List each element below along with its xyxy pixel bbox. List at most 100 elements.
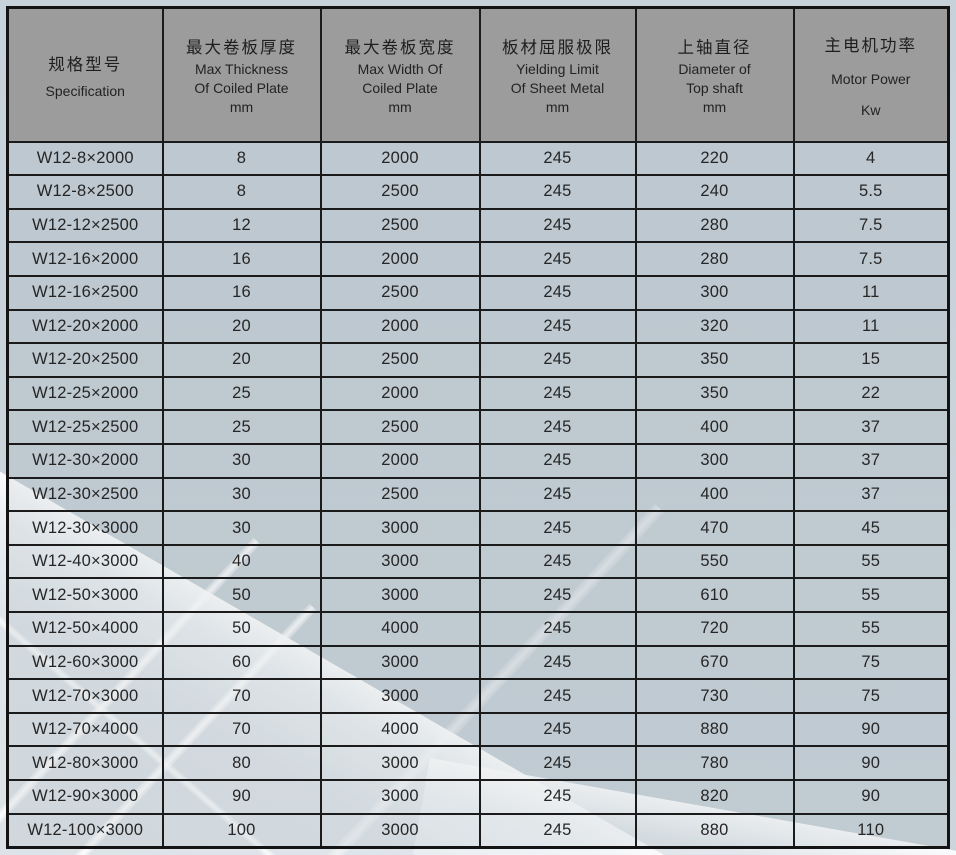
header-label-zh: 最大卷板宽度 [344, 39, 456, 58]
value-cell: 90 [161, 779, 322, 815]
value-cell: 37 [792, 476, 950, 513]
header-label-en: Max Thickness [194, 61, 289, 78]
table-row: W12-30×2000 30 2000 245 300 37 [6, 442, 950, 479]
value-cell: 2000 [319, 308, 481, 345]
value-cell: 2500 [319, 174, 481, 210]
value-cell: 55 [792, 611, 950, 647]
value-cell: 245 [478, 543, 637, 580]
value-cell: 90 [792, 711, 950, 748]
header-label-zh: 规格型号 [48, 55, 123, 74]
value-cell: 20 [161, 342, 322, 378]
value-cell: 75 [792, 678, 950, 714]
table-row: W12-16×2000 16 2000 245 280 7.5 [6, 241, 950, 277]
header-label-en: Specification [45, 82, 125, 99]
model-cell: W12-25×2000 [6, 375, 164, 412]
model-cell: W12-50×4000 [6, 611, 164, 647]
value-cell: 11 [792, 308, 950, 345]
header-label-en: mm [388, 99, 412, 116]
value-cell: 820 [634, 779, 795, 815]
value-cell: 720 [634, 611, 795, 647]
model-cell: W12-25×2500 [6, 409, 164, 445]
value-cell: 245 [478, 476, 637, 513]
value-cell: 780 [634, 745, 795, 782]
value-cell: 50 [161, 611, 322, 647]
value-cell: 610 [634, 577, 795, 614]
value-cell: 15 [792, 342, 950, 378]
value-cell: 2500 [319, 476, 481, 513]
value-cell: 3000 [319, 543, 481, 580]
value-cell: 245 [478, 711, 637, 748]
value-cell: 3000 [319, 510, 481, 546]
model-cell: W12-30×3000 [6, 510, 164, 546]
model-cell: W12-90×3000 [6, 779, 164, 815]
value-cell: 320 [634, 308, 795, 345]
value-cell: 4 [792, 140, 950, 177]
value-cell: 3000 [319, 779, 481, 815]
value-cell: 30 [161, 476, 322, 513]
value-cell: 16 [161, 241, 322, 277]
column-header: 最大卷板宽度 Max Width Of Coiled Plate mm [319, 6, 481, 143]
value-cell: 8 [161, 174, 322, 210]
value-cell: 220 [634, 140, 795, 177]
table-row: W12-70×3000 70 3000 245 730 75 [6, 678, 950, 714]
value-cell: 110 [792, 812, 950, 849]
table-row: W12-50×4000 50 4000 245 720 55 [6, 611, 950, 647]
table-row: W12-12×2500 12 2500 245 280 7.5 [6, 207, 950, 244]
header-label-zh: 上轴直径 [677, 39, 752, 58]
value-cell: 240 [634, 174, 795, 210]
value-cell: 245 [478, 577, 637, 614]
value-cell: 245 [478, 174, 637, 210]
table-row: W12-60×3000 60 3000 245 670 75 [6, 644, 950, 681]
model-cell: W12-40×3000 [6, 543, 164, 580]
value-cell: 245 [478, 342, 637, 378]
value-cell: 400 [634, 409, 795, 445]
value-cell: 2000 [319, 241, 481, 277]
model-cell: W12-50×3000 [6, 577, 164, 614]
value-cell: 40 [161, 543, 322, 580]
header-label-zh: 主电机功率 [824, 36, 917, 55]
value-cell: 2500 [319, 342, 481, 378]
table-row: W12-20×2500 20 2500 245 350 15 [6, 342, 950, 378]
header-label-en: Max Width Of [357, 61, 443, 78]
value-cell: 3000 [319, 644, 481, 681]
model-cell: W12-60×3000 [6, 644, 164, 681]
model-cell: W12-16×2500 [6, 274, 164, 311]
column-header: 最大卷板厚度 Max Thickness Of Coiled Plate mm [161, 6, 322, 143]
value-cell: 37 [792, 442, 950, 479]
value-cell: 880 [634, 812, 795, 849]
header-row: 规格型号 Specification 最大卷板厚度 Max Thickness Of C… [6, 6, 950, 143]
value-cell: 20 [161, 308, 322, 345]
value-cell: 245 [478, 779, 637, 815]
table-body: W12-8×2000 8 2000 245 220 4 W12-8×2500 8 2500 245… [6, 140, 950, 849]
value-cell: 3000 [319, 678, 481, 714]
value-cell: 245 [478, 308, 637, 345]
table-row: W12-90×3000 90 3000 245 820 90 [6, 779, 950, 815]
table-row: W12-100×3000 100 3000 245 880 110 [6, 812, 950, 849]
value-cell: 245 [478, 274, 637, 311]
header-label-en: Diameter of [678, 61, 751, 78]
table-row: W12-40×3000 40 3000 245 550 55 [6, 543, 950, 580]
header-label-en: Of Sheet Metal [510, 80, 605, 97]
value-cell: 550 [634, 543, 795, 580]
header-label-en: Kw [861, 101, 881, 118]
value-cell: 50 [161, 577, 322, 614]
spec-table: 规格型号 Specification 最大卷板厚度 Max Thickness Of C… [6, 6, 950, 849]
table-row: W12-80×3000 80 3000 245 780 90 [6, 745, 950, 782]
header-label-en: Of Coiled Plate [194, 80, 289, 97]
value-cell: 90 [792, 745, 950, 782]
value-cell: 7.5 [792, 241, 950, 277]
value-cell: 60 [161, 644, 322, 681]
column-header: 规格型号 Specification [6, 6, 164, 143]
model-cell: W12-8×2500 [6, 174, 164, 210]
header-label-en: mm [545, 99, 570, 116]
model-cell: W12-70×3000 [6, 678, 164, 714]
value-cell: 5.5 [792, 174, 950, 210]
value-cell: 245 [478, 510, 637, 546]
table-header: 规格型号 Specification 最大卷板厚度 Max Thickness Of C… [6, 6, 950, 143]
value-cell: 55 [792, 577, 950, 614]
header-label-en: Top shaft [686, 80, 743, 97]
value-cell: 245 [478, 678, 637, 714]
value-cell: 245 [478, 644, 637, 681]
value-cell: 350 [634, 342, 795, 378]
